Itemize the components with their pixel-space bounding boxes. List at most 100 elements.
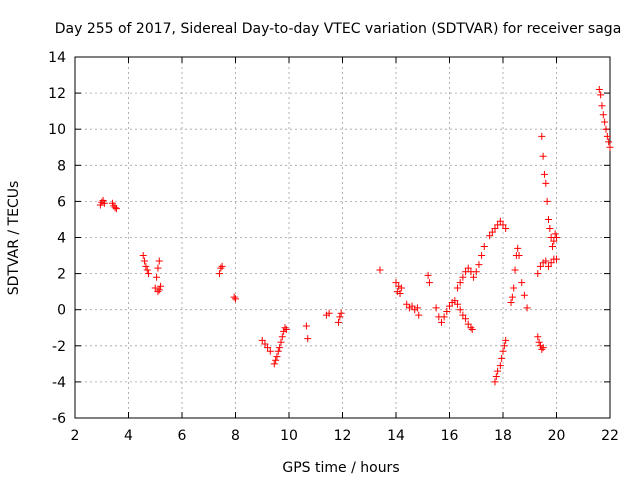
data-point <box>496 217 504 225</box>
data-point <box>437 318 445 326</box>
y-tick-label: 8 <box>57 158 66 174</box>
data-point <box>606 143 614 151</box>
data-point <box>464 320 472 328</box>
data-point <box>261 340 269 348</box>
data-point <box>443 308 451 316</box>
data-point <box>462 315 470 323</box>
data-point <box>539 152 547 160</box>
y-tick-label: 14 <box>48 50 66 66</box>
data-point <box>325 309 333 317</box>
data-point <box>510 284 518 292</box>
data-point <box>337 309 345 317</box>
x-tick-label: 22 <box>601 428 619 444</box>
data-point <box>232 295 239 303</box>
data-point <box>302 322 310 330</box>
data-point <box>467 324 475 332</box>
data-point <box>496 362 504 370</box>
data-point <box>454 300 462 308</box>
data-point <box>498 354 506 362</box>
data-point <box>538 345 546 353</box>
data-point <box>472 268 480 276</box>
data-point <box>278 333 286 341</box>
data-point <box>491 378 499 386</box>
data-point <box>535 338 543 346</box>
data-point <box>218 262 226 270</box>
data-point <box>475 261 483 269</box>
chart-title: Day 255 of 2017, Sidereal Day-to-day VTE… <box>55 21 622 37</box>
data-point <box>392 279 400 287</box>
data-point <box>550 237 558 245</box>
data-point <box>413 304 421 312</box>
data-point <box>502 336 510 344</box>
data-point <box>272 356 280 364</box>
data-point <box>415 311 423 319</box>
data-point <box>480 243 488 251</box>
data-point <box>478 252 486 260</box>
y-tick-label: 12 <box>48 86 66 102</box>
data-point <box>494 367 502 375</box>
x-tick-label: 12 <box>334 428 352 444</box>
data-point <box>548 243 556 251</box>
data-point <box>217 264 225 272</box>
y-tick-label: 0 <box>57 303 66 319</box>
data-point <box>544 215 552 223</box>
data-point <box>459 311 467 319</box>
data-point <box>520 291 528 299</box>
data-point <box>145 270 153 278</box>
data-point <box>451 297 459 305</box>
data-point <box>155 257 163 265</box>
data-point <box>602 125 610 133</box>
data-point <box>281 324 289 332</box>
data-point <box>518 279 526 287</box>
data-point <box>597 91 605 99</box>
x-tick-label: 8 <box>231 428 240 444</box>
data-point <box>542 257 550 265</box>
data-point <box>539 344 547 352</box>
data-point <box>264 344 272 352</box>
data-point <box>507 298 515 306</box>
data-point <box>553 234 560 241</box>
y-axis-label: SDTVAR / TECUs <box>6 181 22 296</box>
data-point <box>155 286 163 294</box>
x-tick-label: 18 <box>494 428 512 444</box>
x-tick-label: 6 <box>178 428 187 444</box>
data-point <box>536 262 544 270</box>
data-point <box>266 347 274 355</box>
data-point <box>376 266 384 274</box>
x-tick-label: 14 <box>387 428 405 444</box>
data-point <box>499 347 507 355</box>
data-point <box>111 204 119 212</box>
data-point <box>500 342 508 350</box>
data-point <box>454 284 462 292</box>
data-point <box>425 279 433 287</box>
data-point <box>595 85 603 93</box>
data-point <box>408 302 416 310</box>
y-tick-label: -6 <box>52 411 66 427</box>
data-point <box>336 313 344 321</box>
data-point <box>605 138 613 146</box>
data-point <box>440 313 448 321</box>
data-point <box>523 304 531 312</box>
data-point <box>553 255 560 263</box>
data-point <box>459 273 467 281</box>
data-point <box>141 257 149 265</box>
data-point <box>403 300 411 308</box>
data-point <box>601 118 609 126</box>
data-point <box>446 302 453 310</box>
data-point <box>470 273 478 281</box>
data-point <box>492 372 500 380</box>
data-point <box>599 111 607 119</box>
x-axis-label: GPS time / hours <box>282 460 399 476</box>
data-point <box>534 270 542 278</box>
data-point <box>464 264 472 272</box>
axis-ticks: 2 4 6 8 10 12 14 16 18 20 22 -6 -4 -2 0 2 4 6 8 10 12 14 <box>48 50 619 444</box>
grid-lines <box>75 57 610 418</box>
data-point <box>276 344 284 352</box>
x-tick-label: 10 <box>280 428 298 444</box>
x-tick-label: 16 <box>441 428 459 444</box>
data-point <box>488 228 496 236</box>
data-point <box>397 284 405 292</box>
data-point <box>502 224 510 232</box>
data-point <box>424 271 432 279</box>
